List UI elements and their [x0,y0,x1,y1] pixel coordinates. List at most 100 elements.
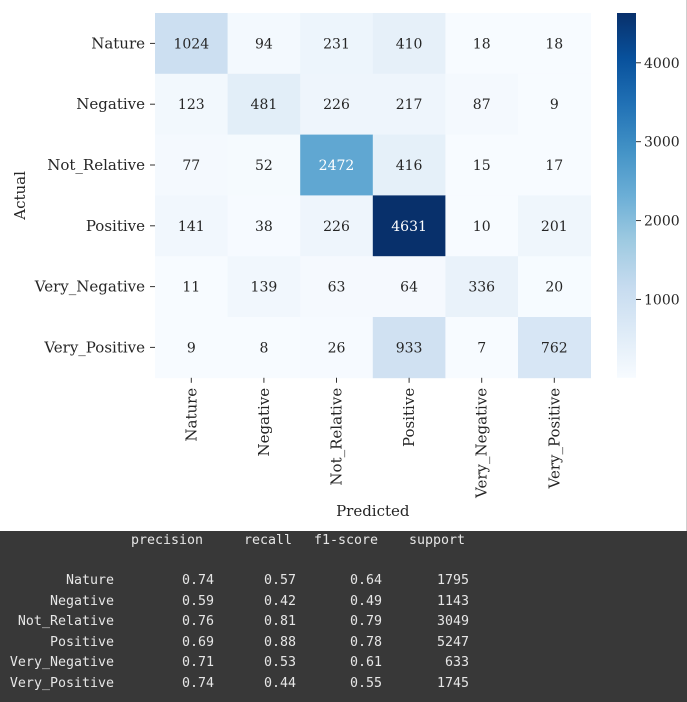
heatmap-cell [227,256,301,318]
cell-value-label: 4631 [391,219,427,235]
x-tick-label: Negative [255,388,273,457]
report-precision-value: 0.76 [181,614,214,629]
heatmap-cell [300,134,374,196]
cell-value-label: 231 [323,36,350,52]
heatmap-cell [300,195,374,257]
cell-value-label: 933 [396,340,423,356]
heatmap-cell [300,13,374,75]
report-header-f1-score: f1-score [314,533,379,548]
y-tick-label: Very_Negative [34,278,145,296]
heatmap-cell [227,195,301,257]
cell-value-label: 52 [255,158,273,174]
heatmap-cell [445,134,519,196]
cell-value-label: 18 [473,36,491,52]
x-tick-label: Very_Positive [545,388,563,490]
y-tick-label: Not_Relative [47,156,145,174]
colorbar-tick-label: 3000 [644,135,680,151]
report-row-label: Very_Negative [9,655,114,670]
report-f1-value: 0.78 [349,634,382,650]
cell-value-label: 9 [550,97,559,113]
report-f1-value: 0.49 [349,593,382,609]
heatmap-cell [518,256,591,318]
report-support-value: 5247 [436,634,469,650]
heatmap-cell [155,195,228,257]
cell-value-label: 410 [396,36,423,52]
cell-value-label: 10 [473,219,491,235]
x-tick-label: Positive [400,388,418,447]
colorbar-tick-label: 4000 [644,56,680,72]
report-support-value: 633 [444,655,469,670]
report-support-value: 1795 [436,573,469,588]
cell-value-label: 217 [396,97,423,113]
cell-value-label: 481 [251,97,278,113]
cell-value-label: 762 [541,340,568,356]
x-tick-label: Nature [182,388,200,442]
heatmap-cell [445,317,519,379]
heatmap-cell [372,256,446,318]
colorbar [617,13,636,378]
heatmap-cell [372,134,446,196]
cell-value-label: 141 [178,219,205,235]
cell-value-label: 226 [323,219,350,235]
heatmap-cell [518,195,591,257]
report-f1-value: 0.64 [349,573,382,588]
report-recall-value: 0.57 [263,573,296,588]
x-axis-title: Predicted [336,502,410,520]
report-precision-value: 0.59 [181,593,214,609]
heatmap-cell [518,13,591,75]
report-precision-value: 0.74 [181,573,214,588]
report-precision-value: 0.69 [181,634,214,650]
cell-value-label: 63 [328,280,346,296]
cell-value-label: 139 [251,280,278,296]
report-support-value: 1745 [436,675,469,691]
report-row-label: Negative [49,593,114,609]
cell-value-label: 201 [541,219,568,235]
heatmap-cell [372,13,446,75]
heatmap-cell [155,73,228,135]
y-tick-label: Positive [86,217,145,235]
report-support-value: 3049 [436,614,469,629]
cell-value-label: 8 [259,340,268,356]
report-recall-value: 0.44 [263,675,296,691]
x-tick-label: Very_Negative [473,388,491,499]
y-tick-label: Nature [91,34,145,52]
report-recall-value: 0.53 [263,655,296,670]
report-header-recall: recall [244,533,293,548]
x-tick-label: Not_Relative [328,388,346,486]
cell-value-label: 20 [545,280,563,296]
cell-value-label: 9 [187,340,196,356]
heatmap-cell [372,195,446,257]
colorbar-tick-label: 2000 [644,214,680,230]
report-row-label: Not_Relative [17,614,114,629]
cell-value-label: 336 [468,280,495,296]
cell-value-label: 87 [473,97,491,113]
report-precision-value: 0.74 [181,675,214,691]
cell-value-label: 17 [545,158,563,174]
heatmap-cell [445,256,519,318]
heatmap-cell [445,13,519,75]
report-row-label: Very_Positive [9,675,114,691]
report-f1-value: 0.61 [349,655,382,670]
report-precision-value: 0.71 [181,655,214,670]
cell-value-label: 123 [178,97,205,113]
cell-value-label: 26 [328,340,346,356]
report-recall-value: 0.42 [263,593,296,609]
heatmap-cell [518,134,591,196]
confusion-matrix-figure: 1024 94 231 410 18 18 123 481 226 217 87 9 77 52 2472 4… [11,0,687,531]
heatmap-cell [300,73,374,135]
heatmap-cell [518,317,591,379]
cell-value-label: 11 [182,280,200,296]
report-recall-value: 0.88 [263,634,296,650]
colorbar-tick-label: 1000 [644,292,680,308]
heatmap-cell [155,256,228,318]
heatmap-cell [445,195,519,257]
cell-value-label: 94 [255,36,273,52]
report-f1-value: 0.55 [349,675,382,691]
heatmap-cell [518,73,591,135]
heatmap-cell [227,13,301,75]
cell-value-label: 18 [545,36,563,52]
heatmap-cell [372,73,446,135]
report-header-support: support [409,533,466,548]
report-row-label: Positive [49,634,114,650]
